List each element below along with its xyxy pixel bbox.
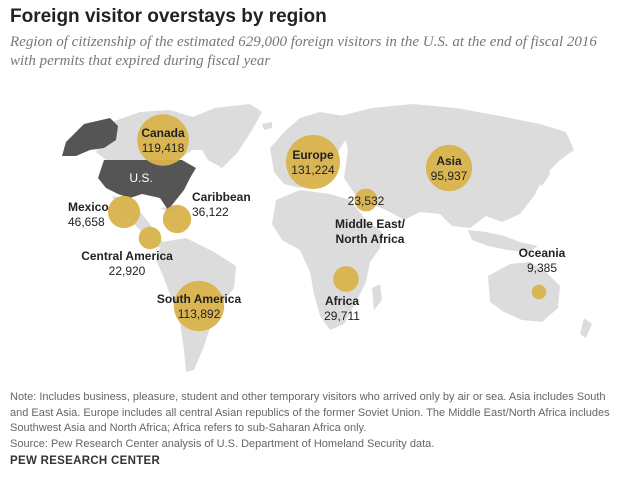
label-europe-name: Europe: [292, 148, 334, 162]
bubble-africa: [333, 266, 359, 292]
label-middle-east-north-africa-name-line2: North Africa: [336, 232, 405, 246]
label-central-america-value: 22,920: [109, 264, 146, 278]
landmass-new-zealand: [580, 318, 592, 338]
landmass-australia: [488, 262, 560, 322]
label-canada-value: 119,418: [142, 141, 185, 155]
label-oceania-value: 9,385: [527, 261, 557, 275]
landmass-madagascar: [372, 284, 382, 310]
label-mexico-name: Mexico: [68, 200, 109, 214]
united-states: [98, 160, 196, 210]
bubble-mexico: [107, 195, 141, 229]
label-canada-name: Canada: [141, 126, 185, 140]
note-line-3: Southwest Asia and North Africa; Africa …: [10, 422, 367, 434]
bubble-middle-east-north-africa: [354, 188, 378, 212]
chart-subtitle: Region of citizenship of the estimated 6…: [10, 33, 630, 71]
label-caribbean-value: 36,122: [192, 205, 229, 219]
label-europe-value: 131,224: [291, 163, 335, 177]
bubble-caribbean: [162, 204, 192, 234]
us-label: U.S.: [129, 171, 152, 185]
label-south-america-value: 113,892: [178, 307, 221, 321]
label-caribbean-name: Caribbean: [192, 190, 251, 204]
label-south-america-name: South America: [157, 292, 242, 306]
alaska: [62, 118, 118, 156]
bubble-oceania: [531, 284, 547, 300]
label-middle-east-north-africa-name-line1: Middle East/: [335, 217, 406, 231]
label-asia-value: 95,937: [431, 169, 468, 183]
landmass-uk: [278, 144, 288, 162]
label-oceania-name: Oceania: [519, 246, 566, 260]
landmass-japan: [534, 158, 550, 186]
label-africa-name: Africa: [325, 294, 359, 308]
label-africa-value: 29,711: [324, 309, 360, 323]
source-line: Source: Pew Research Center analysis of …: [10, 437, 435, 450]
bubble-europe: [286, 135, 340, 189]
landmass-africa: [272, 190, 382, 330]
chart-notes: Note: Includes business, pleasure, stude…: [10, 390, 630, 452]
bubble-canada: [137, 114, 189, 166]
note-line-2: and East Asia. Europe includes all centr…: [10, 406, 610, 419]
note-line-1: Note: Includes business, pleasure, stude…: [10, 391, 606, 403]
continents: [96, 104, 592, 372]
landmass-iceland: [262, 122, 272, 130]
brand-footer: PEW RESEARCH CENTER: [10, 455, 161, 467]
label-asia-name: Asia: [436, 154, 462, 168]
bubble-south-america: [173, 280, 225, 332]
bubble-asia: [425, 144, 473, 192]
landmass-southeast-asia: [468, 230, 538, 252]
bubble-layer: [107, 114, 547, 332]
subtitle-line-2: with permits that expired during fiscal …: [10, 53, 271, 69]
bubble-central-america: [138, 226, 162, 250]
landmass-greenland: [190, 104, 262, 168]
subtitle-line-1: Region of citizenship of the estimated 6…: [10, 34, 597, 50]
chart-title: Foreign visitor overstays by region: [10, 6, 327, 27]
label-central-america-name: Central America: [81, 249, 173, 263]
label-middle-east-north-africa-value: 23,532: [348, 194, 385, 208]
label-mexico-value: 46,658: [68, 215, 105, 229]
